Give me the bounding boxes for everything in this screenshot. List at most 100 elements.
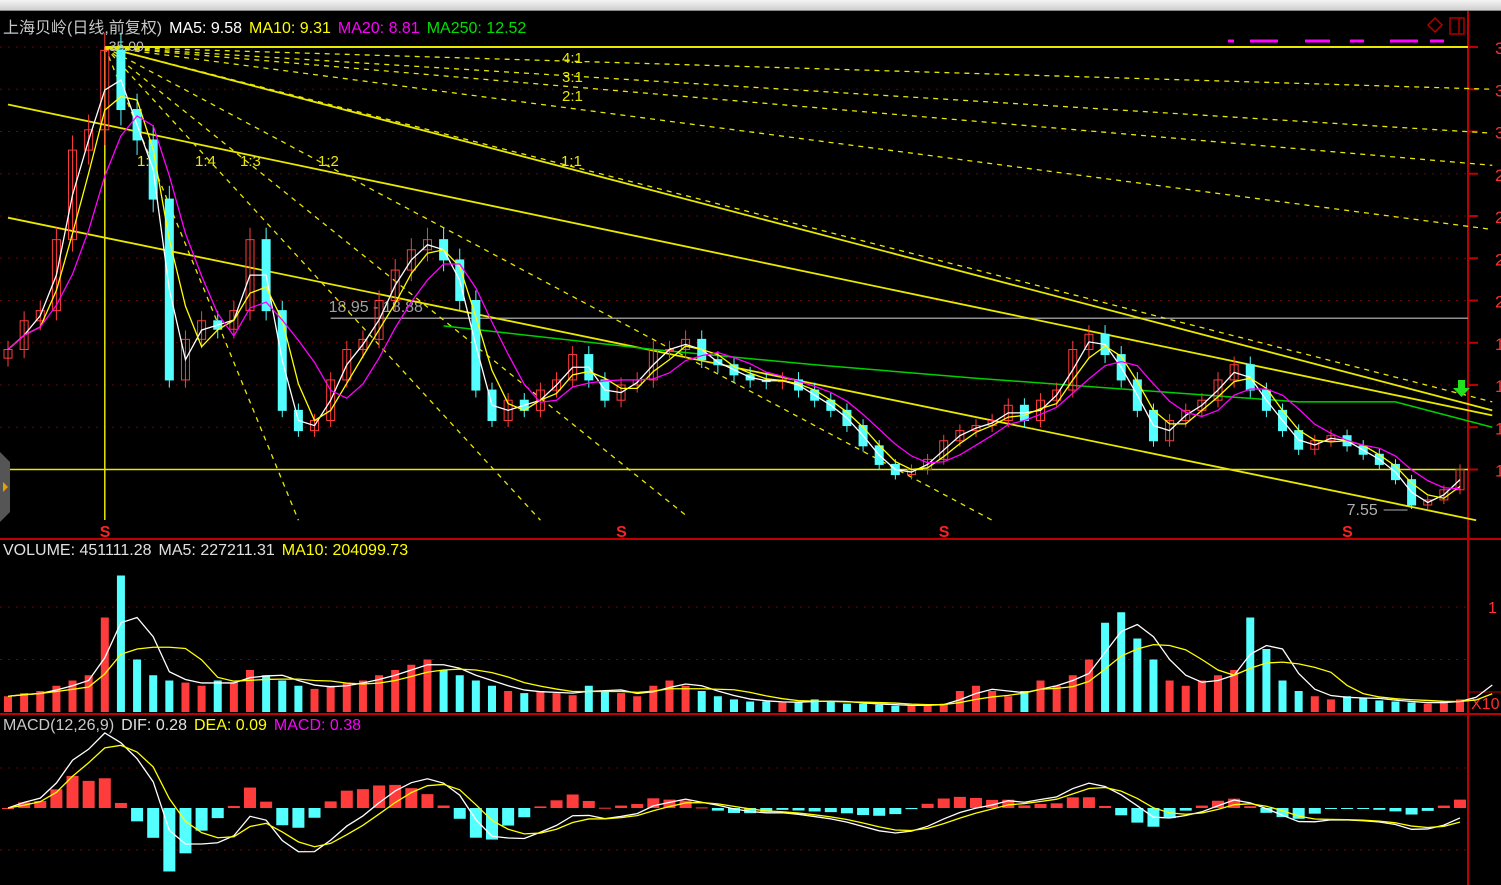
macd-histogram-bar: [1195, 805, 1208, 808]
volume-multiplier-label: X10: [1471, 696, 1500, 713]
macd-histogram-bar: [1276, 808, 1289, 818]
volume-bar: [213, 680, 222, 712]
volume-bar: [391, 670, 400, 712]
candle-body: [374, 300, 384, 340]
macd-histogram-bar: [808, 808, 821, 812]
s-marker: S: [616, 524, 627, 541]
volume-bar: [294, 685, 303, 712]
macd-histogram-bar: [2, 808, 14, 809]
candle-body: [68, 149, 78, 241]
macd-histogram-bar: [324, 801, 337, 808]
macd-histogram-bar: [486, 808, 498, 840]
macd-histogram-bar: [598, 807, 611, 809]
candle-body: [19, 320, 29, 351]
macd-histogram-bar: [582, 800, 595, 808]
candle-body: [1229, 364, 1239, 381]
macd-histogram-bar: [550, 800, 563, 808]
macd-histogram-bar: [1131, 808, 1144, 823]
gann-fan-label: 1:2: [318, 153, 339, 170]
volume-bar: [955, 691, 964, 712]
dea-line: [7, 744, 1461, 848]
macd-histogram-bar: [970, 797, 982, 808]
volume-bar: [681, 685, 690, 712]
macd-histogram-bar: [1389, 808, 1402, 812]
volume-bar: [988, 691, 997, 712]
volume-bar: [1278, 680, 1287, 712]
macd-histogram-bar: [840, 808, 853, 814]
candle-body: [1423, 499, 1433, 506]
gann-fan-label: 3:1: [562, 69, 583, 86]
gann-fan-line: [104, 46, 541, 521]
gann-fan-line: [104, 46, 1493, 134]
candle-body: [1052, 389, 1062, 401]
candle-body: [681, 338, 691, 351]
volume-bar: [875, 704, 884, 712]
candle-body: [84, 129, 94, 151]
gann-fan-line: [104, 46, 1493, 403]
candle-body: [503, 399, 513, 421]
ma20-value: MA20: 8.81: [337, 20, 420, 37]
volume-bar: [1181, 685, 1190, 712]
macd-histogram-bar: [453, 808, 466, 819]
volume-bar: [1423, 703, 1432, 712]
volume-bar: [746, 701, 755, 712]
macd-histogram-bar: [631, 804, 644, 808]
volume-value: VOLUME: 451111.28: [3, 542, 152, 559]
volume-bar: [1294, 691, 1303, 712]
macd-histogram-bar: [760, 808, 773, 812]
volume-bar: [794, 702, 803, 712]
gann-fan-label: 1:1: [561, 153, 582, 170]
gann-fan-line: [104, 46, 993, 521]
gann-fan-line: [104, 46, 1493, 231]
volume-bar: [455, 675, 464, 712]
volume-bar: [1149, 659, 1158, 712]
macd-histogram-bar: [776, 808, 789, 810]
volume-bar: [197, 685, 206, 712]
volume-bar: [36, 691, 45, 712]
volume-bar: [20, 693, 29, 712]
candle-body: [35, 310, 45, 322]
macd-histogram-bar: [340, 790, 353, 808]
macd-histogram-bar: [1002, 799, 1015, 808]
macd-histogram-bar: [244, 787, 256, 808]
stock-title: 上海贝岭(日线,前复权): [3, 20, 163, 37]
macd-histogram-bar: [1260, 808, 1273, 813]
macd-histogram-bar: [728, 808, 740, 813]
candle-body: [197, 320, 207, 340]
volume-bar: [504, 691, 513, 712]
candle-body: [1165, 419, 1175, 442]
volume-bar: [52, 685, 61, 712]
macd-histogram-bar: [566, 794, 579, 808]
low-price-label: 7.55: [1347, 502, 1378, 519]
volume-bar: [375, 675, 384, 712]
ma250-value: MA250: 12.52: [426, 20, 527, 37]
volume-bar: [133, 659, 142, 712]
volume-bar: [1004, 696, 1013, 712]
volume-bar: [1230, 670, 1239, 712]
volume-bar: [1343, 696, 1352, 712]
volume-bar: [552, 693, 561, 712]
price-tick-label: 2: [1495, 250, 1501, 269]
volume-bar: [4, 696, 12, 712]
macd-histogram-bar: [711, 808, 724, 811]
macd-histogram-bar: [1292, 808, 1305, 819]
gann-fan-line: [104, 46, 1493, 90]
volume-bar: [165, 680, 174, 712]
panel-toggle-icon: [1449, 17, 1465, 35]
volume-bar: [68, 680, 77, 712]
macd-histogram-bar: [66, 775, 79, 808]
macd-histogram-bar: [792, 808, 805, 811]
gann-fan-label: 1:3: [240, 153, 261, 170]
volume-bar: [907, 705, 916, 712]
trend-line: [7, 103, 1493, 417]
macd-histogram-bar: [1034, 803, 1047, 808]
ma5-line: [7, 78, 1461, 504]
macd-histogram-bar: [679, 800, 692, 808]
volume-legend: VOLUME: 451111.28 MA5: 227211.31 MA10: 204…: [3, 542, 415, 560]
volume-bar: [1310, 696, 1319, 712]
macd-histogram-bar: [824, 808, 837, 813]
macd-histogram-bar: [1018, 805, 1031, 808]
volume-bar: [584, 685, 593, 712]
volume-bar: [84, 675, 93, 712]
